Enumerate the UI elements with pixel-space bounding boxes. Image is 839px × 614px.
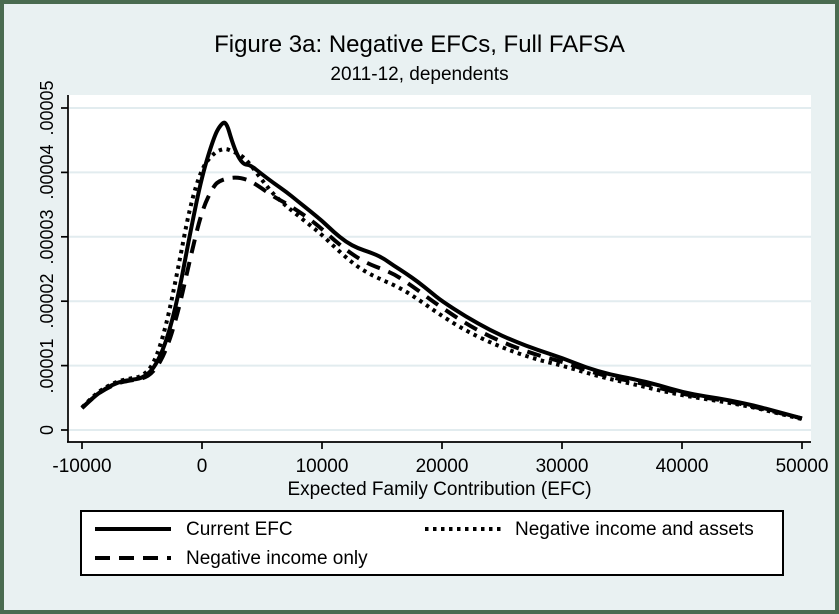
density-curve-current-efc xyxy=(80,120,803,421)
legend-dotted-line-sample xyxy=(425,527,501,531)
legend-label-current-efc: Current EFC xyxy=(186,519,293,540)
legend-dashed-line-sample xyxy=(95,556,171,560)
x-axis-title: Expected Family Contribution (EFC) xyxy=(287,479,592,500)
plot-background xyxy=(68,95,811,442)
x-tick-label-2: 10000 xyxy=(295,456,349,477)
legend-label-negative-income-and-assets: Negative income and assets xyxy=(515,519,754,540)
x-tick-label-6: 50000 xyxy=(775,456,829,477)
density-curve-negative-income-and-assets xyxy=(80,147,803,422)
axis-spines xyxy=(67,95,811,443)
y-tick-label-5: .00005 xyxy=(37,80,57,136)
x-tick-label-4: 30000 xyxy=(535,456,589,477)
y-ticks xyxy=(61,107,68,431)
x-ticks xyxy=(81,442,803,449)
x-tick-label-1: 0 xyxy=(196,456,208,477)
density-curve-negative-income-only xyxy=(80,175,803,421)
density-curves xyxy=(80,120,803,422)
x-tick-label-0: -10000 xyxy=(52,456,112,477)
legend: Current EFC Negative income and assets N… xyxy=(80,510,784,576)
legend-solid-line-sample xyxy=(95,527,171,531)
chart-subtitle: 2011-12, dependents xyxy=(330,64,509,85)
legend-label-negative-income-only: Negative income only xyxy=(186,548,368,569)
x-tick-label-3: 20000 xyxy=(415,456,469,477)
chart-title: Figure 3a: Negative EFCs, Full FAFSA xyxy=(214,31,625,58)
x-tick-label-5: 40000 xyxy=(655,456,709,477)
